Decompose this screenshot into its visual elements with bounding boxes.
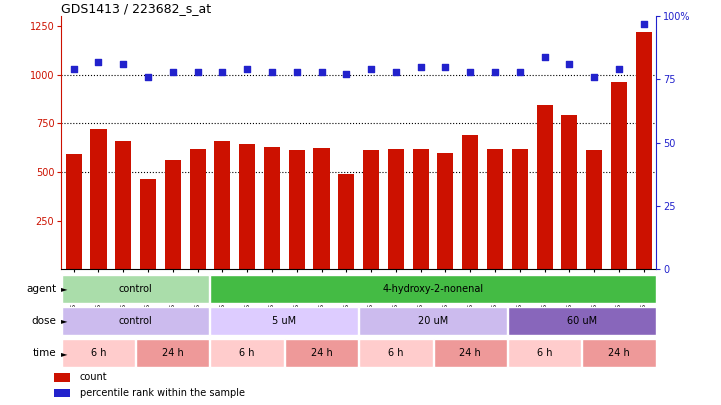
Text: 5 uM: 5 uM (273, 316, 296, 326)
FancyBboxPatch shape (211, 275, 655, 303)
Bar (586, 149, 602, 269)
Point (415, 64, 426, 70)
Bar (54, 389, 70, 397)
Point (514, 68, 526, 75)
Bar (338, 174, 354, 269)
Point (266, 68, 278, 75)
Point (564, 61, 575, 68)
Point (142, 74, 154, 80)
Text: 20 uM: 20 uM (418, 316, 448, 326)
FancyBboxPatch shape (285, 339, 358, 367)
Point (613, 66, 624, 72)
Text: ►: ► (61, 284, 68, 293)
FancyBboxPatch shape (508, 307, 655, 335)
Bar (412, 149, 429, 269)
Bar (90, 129, 107, 269)
Text: 24 h: 24 h (459, 348, 481, 358)
Text: control: control (119, 316, 153, 326)
FancyBboxPatch shape (359, 339, 433, 367)
Bar (611, 82, 627, 269)
Text: 24 h: 24 h (162, 348, 184, 358)
FancyBboxPatch shape (211, 307, 358, 335)
Point (490, 68, 501, 75)
Point (638, 21, 650, 27)
Point (366, 66, 377, 72)
Bar (438, 153, 454, 269)
Text: time: time (32, 348, 56, 358)
FancyBboxPatch shape (211, 339, 284, 367)
FancyBboxPatch shape (359, 307, 507, 335)
Point (68, 66, 79, 72)
Text: 6 h: 6 h (388, 348, 404, 358)
Text: 6 h: 6 h (537, 348, 552, 358)
Bar (636, 32, 652, 269)
Text: 6 h: 6 h (91, 348, 106, 358)
Text: count: count (80, 372, 107, 382)
Bar (487, 149, 503, 269)
Bar (314, 148, 329, 269)
Text: 6 h: 6 h (239, 348, 255, 358)
Bar (536, 105, 552, 269)
Bar (264, 147, 280, 269)
Text: 60 uM: 60 uM (567, 316, 597, 326)
Text: 4-hydroxy-2-nonenal: 4-hydroxy-2-nonenal (382, 284, 484, 294)
Bar (288, 149, 305, 269)
Point (118, 61, 129, 68)
Bar (363, 149, 379, 269)
Bar (165, 160, 181, 269)
Point (192, 68, 203, 75)
FancyBboxPatch shape (136, 339, 210, 367)
Point (291, 68, 303, 75)
Text: dose: dose (31, 316, 56, 326)
Point (242, 66, 253, 72)
Point (440, 64, 451, 70)
Point (93, 58, 105, 65)
Point (216, 68, 228, 75)
Bar (462, 135, 478, 269)
Point (340, 71, 352, 78)
Text: 24 h: 24 h (608, 348, 630, 358)
Text: control: control (119, 284, 153, 294)
Bar (190, 149, 205, 269)
FancyBboxPatch shape (583, 339, 655, 367)
Bar (388, 149, 404, 269)
Bar (562, 115, 578, 269)
Bar (54, 373, 70, 382)
FancyBboxPatch shape (62, 307, 210, 335)
Text: ►: ► (61, 349, 68, 358)
Point (316, 68, 327, 75)
Text: ►: ► (61, 316, 68, 326)
Bar (214, 141, 231, 269)
FancyBboxPatch shape (62, 339, 135, 367)
Point (588, 74, 600, 80)
Bar (239, 144, 255, 269)
Point (167, 68, 179, 75)
Text: 24 h: 24 h (311, 348, 332, 358)
FancyBboxPatch shape (62, 275, 210, 303)
FancyBboxPatch shape (433, 339, 507, 367)
Bar (512, 149, 528, 269)
Point (464, 68, 476, 75)
Point (539, 53, 550, 60)
Point (390, 68, 402, 75)
Text: GDS1413 / 223682_s_at: GDS1413 / 223682_s_at (61, 2, 211, 15)
Bar (115, 141, 131, 269)
Text: percentile rank within the sample: percentile rank within the sample (80, 388, 245, 398)
Bar (66, 154, 81, 269)
FancyBboxPatch shape (508, 339, 581, 367)
Bar (140, 179, 156, 269)
Text: agent: agent (26, 284, 56, 294)
